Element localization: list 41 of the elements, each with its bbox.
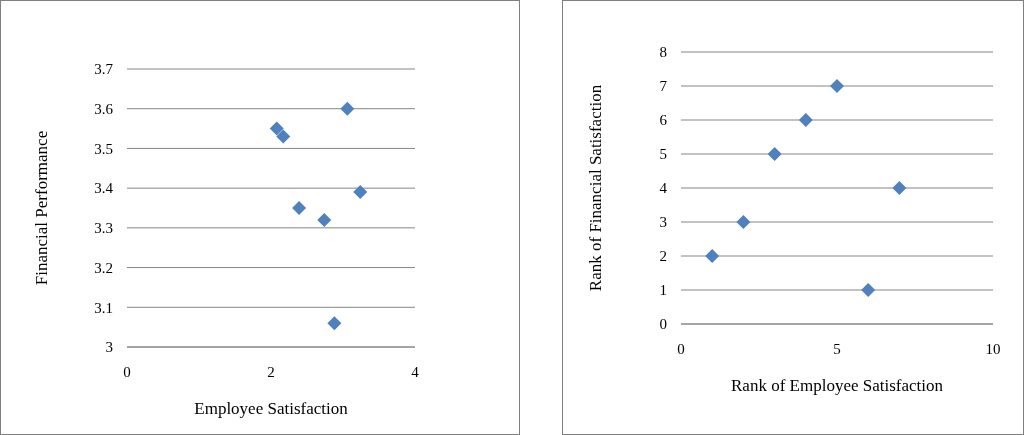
x-tick-label: 4 <box>411 364 420 380</box>
point <box>892 181 907 195</box>
y-tick-label: 7 <box>659 78 668 95</box>
y-tick-label: 2 <box>659 248 667 265</box>
y-tick-label: 3.3 <box>94 220 113 237</box>
y-tick-label: 0 <box>659 316 667 333</box>
point <box>276 129 291 144</box>
y-tick-label: 3 <box>105 339 113 356</box>
x-tick-label: 5 <box>833 341 841 357</box>
point <box>705 249 720 263</box>
x-axis-title: Rank of Employee Satisfaction <box>731 376 944 395</box>
y-tick-label: 4 <box>659 180 668 197</box>
x-tick-label: 2 <box>267 364 275 380</box>
point <box>327 316 342 331</box>
x-tick-label: 0 <box>123 364 131 380</box>
point <box>292 201 307 215</box>
y-tick-label: 3 <box>659 214 667 231</box>
y-axis-title: Rank of Financial Satisfaction <box>586 84 605 292</box>
y-axis-title: Financial Performance <box>32 130 51 286</box>
point <box>767 147 782 161</box>
point <box>317 212 332 227</box>
point <box>340 101 355 116</box>
y-tick-label: 3.7 <box>94 61 114 78</box>
y-tick-label: 3.1 <box>94 299 113 316</box>
y-tick-label: 1 <box>659 282 667 299</box>
point <box>830 79 844 93</box>
point <box>861 283 876 297</box>
y-tick-label: 3.2 <box>94 259 113 276</box>
point <box>798 113 813 127</box>
y-tick-label: 3.4 <box>94 180 114 197</box>
point <box>736 215 751 229</box>
y-tick-label: 6 <box>659 112 668 129</box>
x-tick-label: 10 <box>985 341 1001 357</box>
x-tick-label: 0 <box>677 341 685 357</box>
y-tick-label: 3.5 <box>94 140 113 157</box>
y-tick-label: 3.6 <box>94 100 114 117</box>
x-axis-title: Employee Satisfaction <box>194 399 349 418</box>
y-tick-label: 8 <box>659 44 667 61</box>
point <box>353 185 368 200</box>
point <box>269 121 284 136</box>
y-tick-label: 5 <box>659 146 667 163</box>
